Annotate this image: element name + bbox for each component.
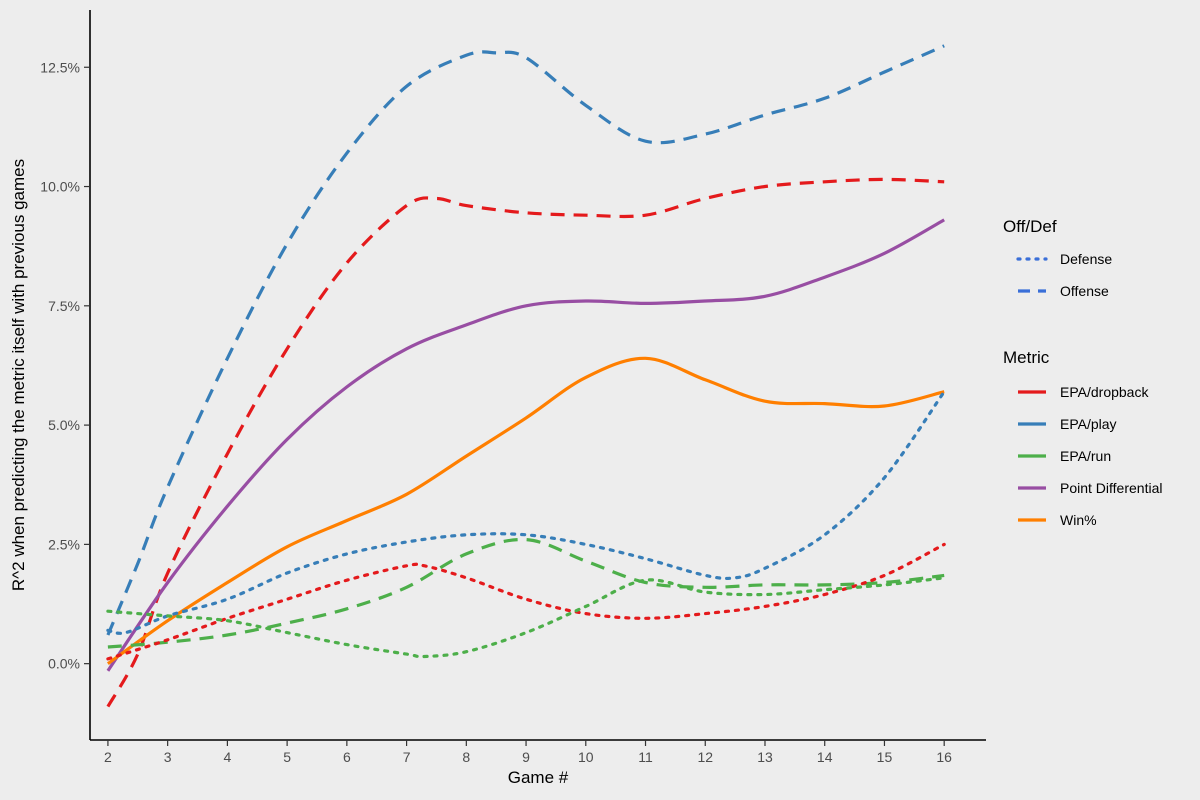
legend-label-defense: Defense [1060,251,1112,267]
series-line-epa-run-offense [107,537,945,649]
series-line-epa-dropback-defense [106,542,946,661]
y-tick-label: 0.0% [48,656,80,672]
legend-label-offense: Offense [1060,283,1109,299]
legend-metric-title: Metric [1003,348,1050,367]
y-tick-label: 2.5% [48,536,80,552]
x-ticks: 2 3 4 5 6 7 8 9 10 11 12 13 14 15 16 [104,740,952,765]
y-axis-title: R^2 when predicting the metric itself wi… [9,159,28,591]
legend-label-epa-play: EPA/play [1060,416,1117,432]
y-tick-label: 12.5% [40,59,80,75]
x-tick-label: 9 [522,749,530,765]
x-axis-title: Game # [508,768,569,787]
x-tick-label: 16 [936,749,952,765]
series-line-epa-dropback-offense [106,177,945,708]
legend-label-epa-run: EPA/run [1060,448,1111,464]
x-tick-label: 10 [578,749,594,765]
legend-label-point-differential: Point Differential [1060,480,1162,496]
x-tick-label: 11 [638,749,653,765]
x-tick-label: 5 [283,749,291,765]
x-tick-label: 3 [164,749,172,765]
y-ticks: 0.0% 2.5% 5.0% 7.5% 10.0% 12.5% [40,59,90,672]
x-tick-label: 15 [877,749,893,765]
series-line-win-offense [106,356,945,665]
legend-offdef-title: Off/Def [1003,217,1057,236]
legend-label-win: Win% [1060,512,1097,528]
x-tick-label: 12 [697,749,713,765]
axes [89,10,986,741]
y-tick-label: 7.5% [48,298,80,314]
x-tick-label: 13 [757,749,773,765]
x-tick-label: 8 [462,749,470,765]
legend-offdef: Off/Def Defense Offense [1003,217,1112,299]
series-line-point-differential-offense [106,218,945,672]
series-line-epa-play-offense [106,44,945,636]
y-tick-label: 5.0% [48,417,80,433]
y-tick-label: 10.0% [40,179,80,195]
x-tick-label: 6 [343,749,351,765]
series-line-epa-run-defense [106,576,946,659]
legend-label-epa-dropback: EPA/dropback [1060,384,1149,400]
x-tick-label: 14 [817,749,833,765]
plot-lines [106,44,946,708]
legend-metric: Metric EPA/dropback EPA/play EPA/run Point … [1003,348,1162,528]
x-tick-label: 2 [104,749,112,765]
series-line-epa-play-defense [106,390,946,635]
x-tick-label: 4 [223,749,231,765]
x-tick-label: 7 [403,749,411,765]
